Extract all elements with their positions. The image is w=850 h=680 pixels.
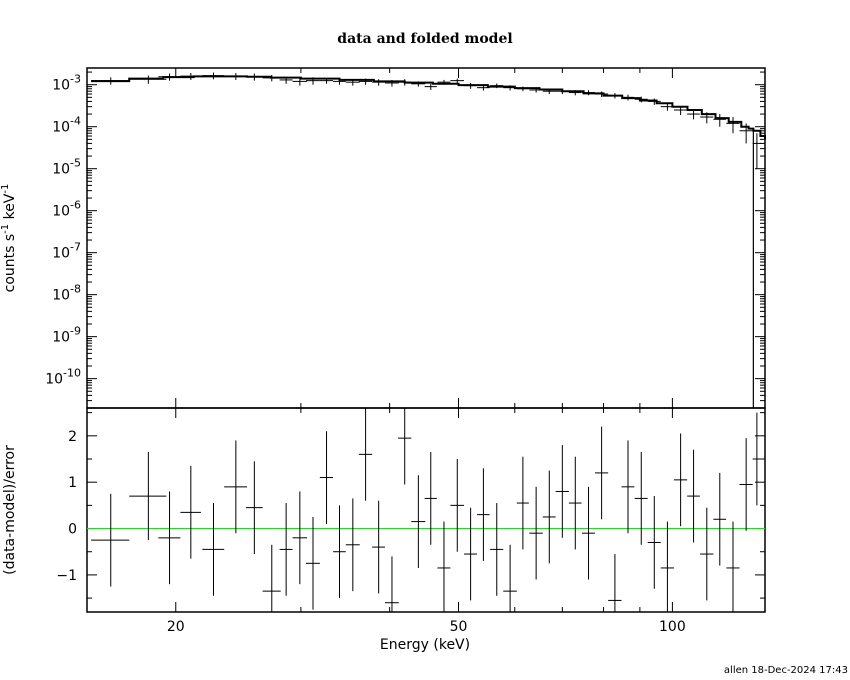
lower-panel: 2 1 0 −1 20 50 100	[56, 407, 766, 635]
y-tick-label: 10-4	[52, 115, 81, 136]
x-tick-label: 20	[167, 619, 185, 635]
y-tick-label: 10-8	[52, 283, 81, 304]
folded-model-line	[91, 75, 766, 140]
upper-axis-ticks	[87, 68, 765, 409]
y-tick-label: 10-9	[52, 325, 81, 346]
upper-y-axis-label-text: counts s-1 keV-1	[0, 184, 18, 293]
y-tick-label: 10-10	[45, 367, 81, 388]
footer-timestamp: allen 18-Dec-2024 17:43	[723, 665, 848, 676]
y-tick-exponent: -5	[70, 157, 81, 170]
x-tick-labels: 20 50 100	[167, 619, 686, 635]
y-tick-exponent: -6	[70, 199, 81, 212]
ylabel-unit-kev: keV	[2, 193, 18, 224]
residual-points	[91, 408, 762, 612]
upper-data-points	[91, 72, 762, 169]
resid-y-tick-label: 2	[68, 429, 77, 445]
y-tick-label: 10-6	[52, 199, 81, 220]
y-tick-exponent: -7	[70, 241, 81, 254]
y-tick-label: 10-7	[52, 241, 81, 262]
y-tick-exponent: -10	[63, 367, 81, 380]
y-tick-exponent: -4	[70, 115, 81, 128]
lower-frame	[86, 407, 766, 613]
x-tick-label: 50	[450, 619, 468, 635]
ylabel-exp-2: -1	[0, 184, 11, 194]
upper-y-tick-labels: 10-3 10-4 10-5 10-6 10-7 10-8 10-9 10-10	[45, 73, 81, 388]
y-tick-label: 10-3	[52, 73, 81, 94]
y-tick-label: 10-5	[52, 157, 81, 178]
resid-y-tick-label: 1	[68, 475, 77, 491]
upper-y-axis-label: counts s-1 keV-1	[0, 184, 18, 293]
upper-frame	[86, 67, 766, 409]
y-tick-exponent: -8	[70, 283, 81, 296]
resid-y-tick-label: −1	[56, 568, 77, 584]
y-tick-exponent: -9	[70, 325, 81, 338]
x-axis-label: Energy (keV)	[380, 637, 470, 653]
lower-y-axis-label: (data-model)/error	[2, 445, 18, 575]
x-tick-label: 100	[659, 619, 686, 635]
resid-y-tick-label: 0	[68, 522, 77, 538]
ylabel-exp-1: -1	[0, 224, 11, 234]
y-tick-exponent: -3	[70, 73, 81, 86]
lower-axis-ticks	[87, 408, 765, 612]
upper-panel: 10-3 10-4 10-5 10-6 10-7 10-8 10-9 10-10	[45, 67, 766, 409]
chart-title: data and folded model	[337, 31, 512, 47]
lower-y-tick-labels: 2 1 0 −1	[56, 429, 77, 584]
